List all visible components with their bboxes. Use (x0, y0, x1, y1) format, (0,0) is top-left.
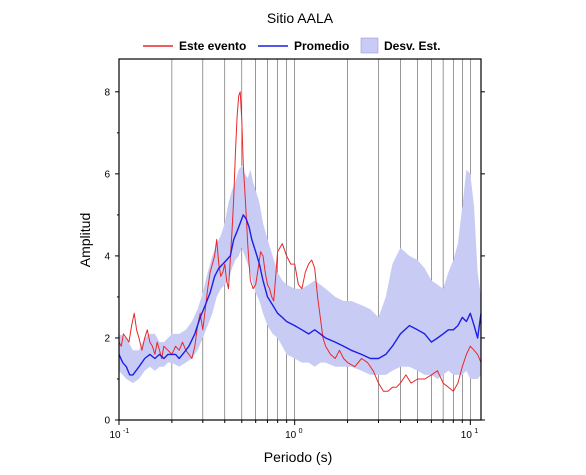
series-line-promedio (118, 214, 482, 376)
legend-label-desv-est: Desv. Est. (384, 39, 440, 53)
x-tick-label: 10 (109, 430, 121, 441)
y-axis-label: Amplitud (77, 213, 93, 267)
y-tick-label: 6 (104, 169, 110, 180)
x-tick-label: 10 (285, 430, 297, 441)
x-tick-exponent: 1 (474, 428, 478, 435)
y-tick-label: 2 (104, 333, 110, 344)
chart-title: Sitio AALA (267, 10, 334, 26)
y-tick-label: 0 (104, 416, 110, 427)
series-line-este-evento (118, 91, 482, 392)
y-tick-label: 8 (104, 87, 110, 98)
plot-frame (118, 58, 482, 421)
y-tick-label: 4 (104, 251, 110, 262)
x-axis-label: Periodo (s) (264, 449, 332, 465)
x-tick-label: 10 (461, 430, 473, 441)
legend-label-este-evento: Este evento (179, 39, 246, 53)
legend-swatch-desv-est (360, 37, 379, 54)
legend: Este evento Promedio Desv. Est. (143, 37, 440, 54)
legend-label-promedio: Promedio (294, 39, 349, 53)
x-tick-exponent: -1 (123, 428, 129, 435)
std-dev-band (119, 165, 481, 384)
x-tick-exponent: 0 (299, 428, 303, 435)
